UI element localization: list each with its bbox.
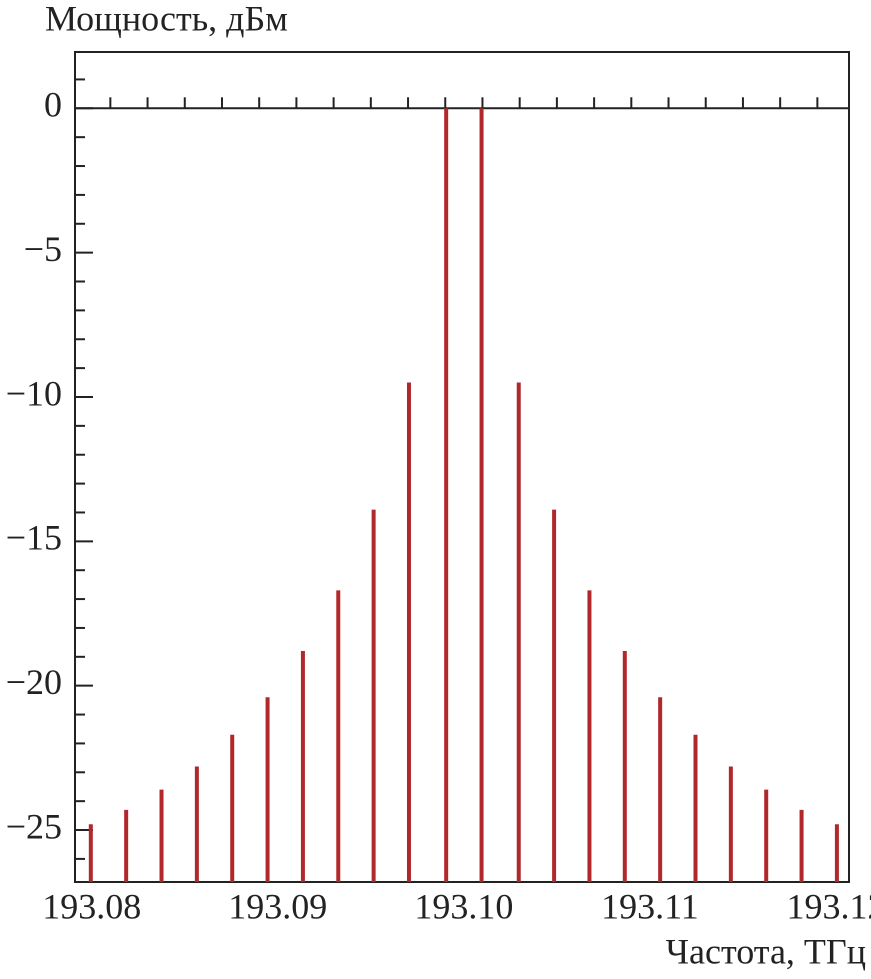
x-tick-label: 193.10 <box>414 886 513 926</box>
y-tick-label: −15 <box>6 518 62 558</box>
x-tick-label: 193.11 <box>601 886 699 926</box>
y-tick-label: −10 <box>6 373 62 413</box>
y-tick-label: 0 <box>44 85 62 125</box>
x-tick-label: 193.12 <box>786 886 871 926</box>
x-axis-title: Частота, ТГц <box>666 931 866 971</box>
plot-frame <box>74 51 850 883</box>
y-axis-title: Мощность, дБм <box>45 0 288 38</box>
x-tick-label: 193.09 <box>228 886 327 926</box>
x-tick-label: 193.08 <box>42 886 141 926</box>
y-tick-label: −20 <box>6 662 62 702</box>
y-tick-label: −25 <box>6 806 62 846</box>
y-tick-label: −5 <box>24 229 62 269</box>
